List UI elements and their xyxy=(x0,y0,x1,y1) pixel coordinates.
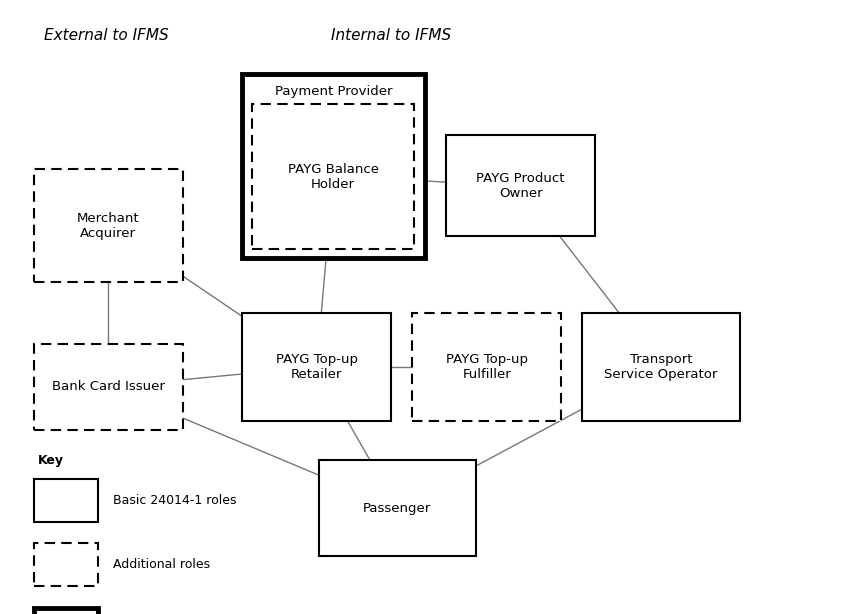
Bar xyxy=(412,313,561,421)
Text: External to IFMS: External to IFMS xyxy=(44,28,168,42)
Bar xyxy=(34,608,98,614)
Bar xyxy=(446,135,595,236)
Bar xyxy=(34,344,183,430)
Text: Key: Key xyxy=(38,454,65,467)
Text: Passenger: Passenger xyxy=(363,502,432,515)
Bar xyxy=(252,104,414,249)
Text: PAYG Top-up
Fulfiller: PAYG Top-up Fulfiller xyxy=(445,353,528,381)
Text: PAYG Balance
Holder: PAYG Balance Holder xyxy=(287,163,379,190)
Text: PAYG Product
Owner: PAYG Product Owner xyxy=(476,172,565,200)
Text: Merchant
Acquirer: Merchant Acquirer xyxy=(77,212,139,239)
Bar xyxy=(582,313,740,421)
Bar xyxy=(242,74,425,258)
Bar xyxy=(242,313,391,421)
Bar xyxy=(34,169,183,282)
Text: Transport
Service Operator: Transport Service Operator xyxy=(604,353,717,381)
Text: Bank Card Issuer: Bank Card Issuer xyxy=(52,380,165,394)
Text: Basic 24014-1 roles: Basic 24014-1 roles xyxy=(113,494,236,507)
Bar xyxy=(34,543,98,586)
Text: Additional roles: Additional roles xyxy=(113,558,210,572)
Text: PAYG Top-up
Retailer: PAYG Top-up Retailer xyxy=(275,353,358,381)
Bar xyxy=(34,479,98,522)
Text: Payment Provider: Payment Provider xyxy=(275,85,393,98)
Text: Internal to IFMS: Internal to IFMS xyxy=(331,28,451,42)
Bar xyxy=(319,460,476,556)
